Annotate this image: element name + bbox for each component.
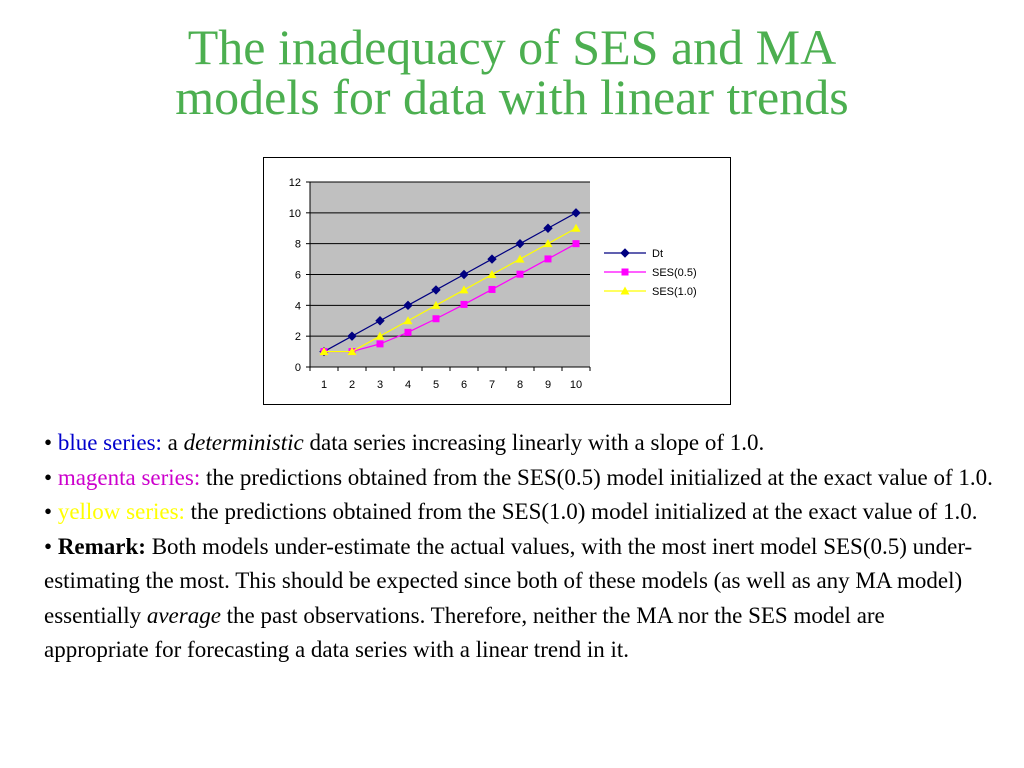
data-point-1 xyxy=(376,340,384,348)
y-tick-label: 4 xyxy=(295,300,301,312)
bullet-2-rest: the predictions obtained from the SES(0.… xyxy=(200,464,993,490)
series-line-2 xyxy=(324,227,577,353)
legend-marker-0 xyxy=(620,248,630,258)
legend-marker-2 xyxy=(620,286,630,295)
legend-label-0: Dt xyxy=(652,248,663,260)
y-tick-label: 2 xyxy=(295,331,301,343)
data-point-2 xyxy=(347,347,357,356)
bullet-blue-series: • blue series: a deterministic data seri… xyxy=(44,430,765,455)
data-point-0 xyxy=(543,223,553,233)
data-point-2 xyxy=(515,254,525,263)
data-point-1 xyxy=(544,255,552,263)
data-point-0 xyxy=(515,238,525,249)
x-tick-label: 2 xyxy=(349,379,355,391)
bullet-4-italic: average xyxy=(146,602,221,628)
x-tick-label: 3 xyxy=(377,379,383,391)
chart-container: 0 2 4 6 8 10 12 1 2 3 4 5 6 7 8 9 10 Dt SES(0.5) SES(1.0) xyxy=(263,157,731,405)
y-tick-label: 0 xyxy=(295,362,301,374)
data-point-0 xyxy=(431,285,441,295)
data-point-2 xyxy=(487,270,497,278)
x-tick-label: 5 xyxy=(433,379,439,391)
y-tick-label: 10 xyxy=(289,208,301,220)
data-point-2 xyxy=(431,300,441,309)
bullet-remark: • Remark: Both models under-estimate the… xyxy=(44,533,973,663)
data-point-2 xyxy=(319,347,329,356)
x-tick-label: 1 xyxy=(321,379,327,391)
data-point-1 xyxy=(572,240,580,248)
data-point-0 xyxy=(571,208,581,218)
y-tick-label: 6 xyxy=(295,270,301,282)
data-point-2 xyxy=(375,331,385,340)
page-title: The inadequacy of SES and MA models for … xyxy=(0,22,1024,122)
bullet-1-colored: blue series: xyxy=(57,430,162,455)
x-tick-label: 6 xyxy=(461,379,467,391)
x-tick-label: 9 xyxy=(545,379,551,391)
data-point-1 xyxy=(432,315,440,323)
bullet-4-rest-1: Both models under-estimate the actual va… xyxy=(44,533,973,628)
title-line-1: The inadequacy of SES and MA xyxy=(187,19,837,75)
title-line-2: models for data with linear trends xyxy=(175,69,849,125)
x-tick-label: 10 xyxy=(570,379,582,391)
data-point-1 xyxy=(460,300,468,308)
x-tick-label: 7 xyxy=(489,379,495,391)
bullet-1-a: a xyxy=(161,430,184,455)
legend-label-2: SES(1.0) xyxy=(652,286,697,298)
data-point-0 xyxy=(459,269,469,280)
bullet-2-colored: magenta series: xyxy=(57,464,201,490)
data-point-0 xyxy=(403,300,413,311)
bullet-4-rest-2: the past observations. Therefore, neithe… xyxy=(44,602,885,663)
data-point-2 xyxy=(459,285,469,294)
legend-marker-1 xyxy=(621,268,629,276)
data-point-0 xyxy=(347,331,357,341)
data-point-1 xyxy=(404,328,412,336)
bullet-4-bold: Remark: xyxy=(57,533,146,559)
bullet-yellow-series: • yellow series: the predictions obtaine… xyxy=(44,499,978,524)
bullet-1-rest: data series increasing linearly with a s… xyxy=(303,430,765,455)
data-point-0 xyxy=(487,254,497,264)
data-point-0 xyxy=(375,316,385,326)
y-tick-label: 12 xyxy=(289,177,301,189)
legend-label-1: SES(0.5) xyxy=(652,267,697,279)
series-line-0 xyxy=(323,212,577,353)
bullet-3-rest: the predictions obtained from the SES(1.… xyxy=(184,499,978,524)
x-tick-label: 8 xyxy=(517,379,523,391)
data-point-1 xyxy=(488,285,496,293)
bullet-magenta-series: • magenta series: the predictions obtain… xyxy=(44,464,993,490)
bullet-3-colored: yellow series: xyxy=(57,499,185,524)
bullet-1-italic: deterministic xyxy=(183,430,304,455)
y-tick-label: 8 xyxy=(295,239,301,251)
data-point-2 xyxy=(543,239,553,248)
data-point-2 xyxy=(403,316,413,325)
data-point-1 xyxy=(516,270,524,278)
bullet-list: • blue series: a deterministic data seri… xyxy=(44,426,994,668)
data-point-2 xyxy=(571,223,581,232)
x-tick-label: 4 xyxy=(405,379,411,391)
series-line-1 xyxy=(324,243,577,353)
